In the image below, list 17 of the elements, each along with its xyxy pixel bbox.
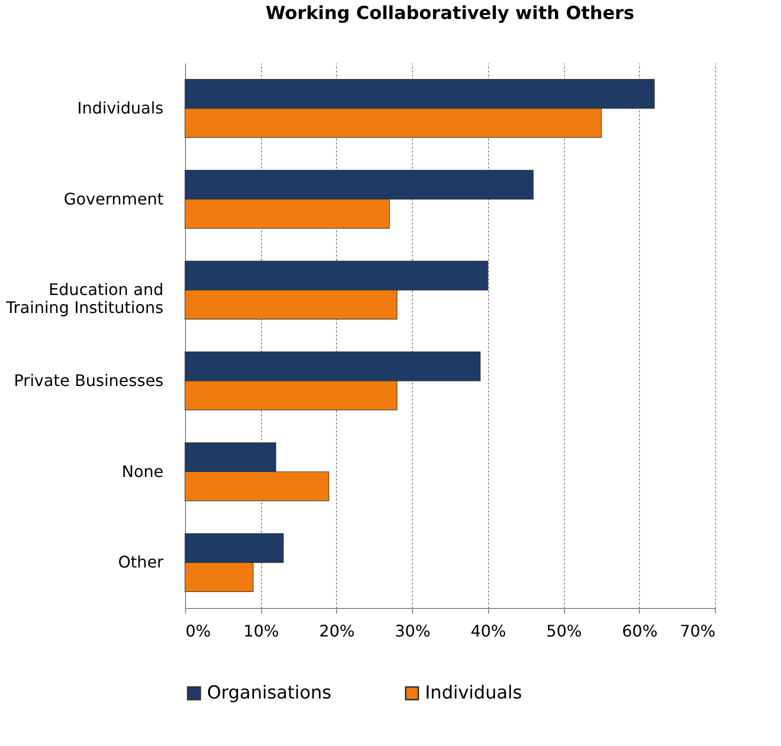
chart-title: Working Collaboratively with Others <box>266 3 634 24</box>
x-tick-label: 0% <box>186 622 211 640</box>
y-tick-label: Government <box>64 189 164 208</box>
x-tick-label: 20% <box>319 622 355 640</box>
y-tick-label: Education and Training Institutions <box>4 280 164 318</box>
legend-label: Individuals <box>425 682 522 704</box>
x-tick-label: 40% <box>470 622 506 640</box>
x-tick-label: 60% <box>622 622 658 640</box>
legend-label: Organisations <box>207 682 332 704</box>
x-tick-label: 30% <box>394 622 430 640</box>
y-tick-label: Individuals <box>77 98 164 118</box>
x-tick-label: 50% <box>546 622 582 640</box>
y-tick-label: Other <box>118 552 164 572</box>
y-tick-label: Private Businesses <box>14 370 164 390</box>
x-tick-label: 10% <box>243 622 279 640</box>
y-tick-label: None <box>122 462 164 481</box>
x-tick-label: 70% <box>680 622 716 640</box>
